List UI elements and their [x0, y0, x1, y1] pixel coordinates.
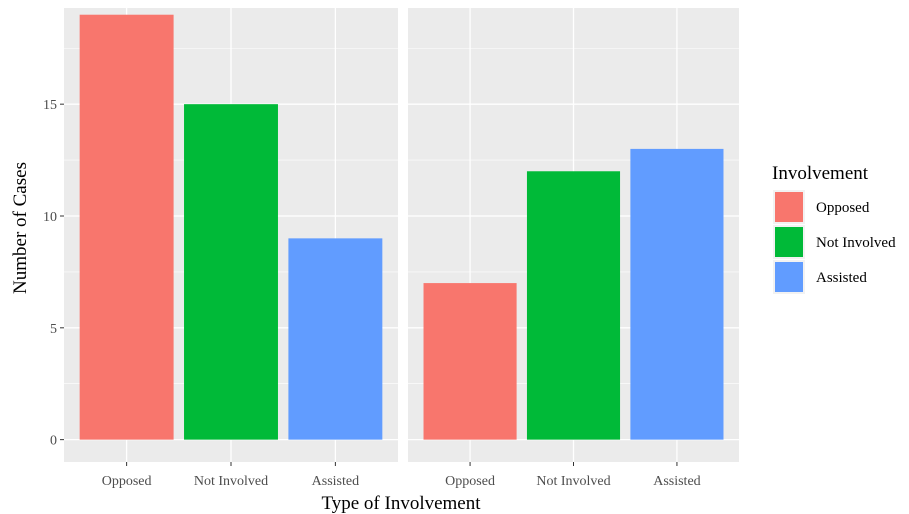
- x-tick-label: Not Involved: [536, 474, 610, 489]
- y-tick-label: 5: [50, 322, 57, 337]
- legend-label: Assisted: [816, 270, 867, 286]
- y-axis: 0 5 10 15: [43, 98, 64, 449]
- bar-not-involved: [526, 171, 621, 440]
- y-tick-label: 0: [50, 434, 57, 449]
- facet-panel-1: [64, 8, 398, 462]
- x-tick-label: Opposed: [102, 474, 152, 489]
- chart-panels: [64, 8, 739, 462]
- x-tick-label: Opposed: [445, 474, 495, 489]
- bar-assisted: [630, 148, 724, 440]
- x-axis: Opposed Not Involved Assisted Opposed Not In…: [102, 462, 701, 489]
- x-axis-title: Type of Involvement: [321, 493, 481, 514]
- legend-label: Opposed: [816, 200, 870, 216]
- legend-swatch-not-involved: [775, 227, 803, 257]
- y-axis-title: Number of Cases: [10, 162, 31, 294]
- x-tick-label: Not Involved: [194, 474, 268, 489]
- bar-not-involved: [184, 104, 278, 440]
- legend-title: Involvement: [772, 163, 869, 184]
- facet-panel-2: [408, 8, 739, 462]
- x-tick-label: Assisted: [653, 474, 700, 489]
- legend-swatch-assisted: [775, 262, 803, 292]
- bar-assisted: [288, 238, 383, 440]
- bar-opposed: [79, 14, 174, 440]
- legend: Involvement Opposed Not Involved Assisted: [772, 163, 896, 294]
- legend-swatch-opposed: [775, 192, 803, 222]
- y-tick-label: 10: [43, 210, 57, 225]
- bar-opposed: [423, 283, 517, 440]
- legend-label: Not Involved: [816, 235, 896, 251]
- y-tick-label: 15: [43, 98, 57, 113]
- x-tick-label: Assisted: [312, 474, 359, 489]
